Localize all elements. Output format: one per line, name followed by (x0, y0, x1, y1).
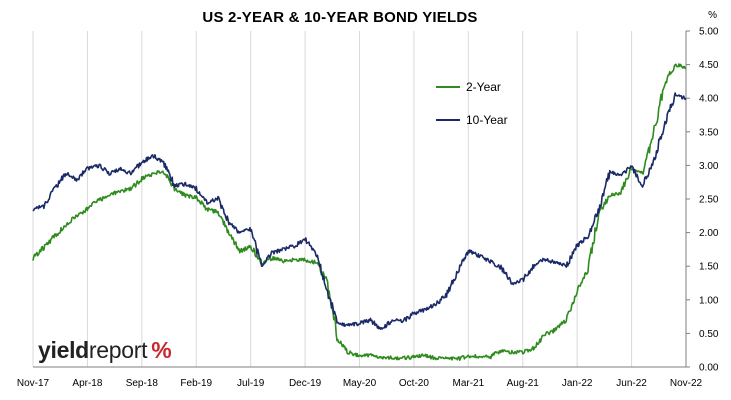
series-line-10-year (32, 92, 687, 330)
y-tick-label: 3.50 (699, 127, 719, 138)
x-tick-labels: Nov-17 Apr-18 Sep-18 Feb-19 Jul-19 Dec-19 May-… (17, 378, 703, 389)
y-tick-label: 3.00 (699, 161, 719, 172)
x-tick-label: Nov-17 (17, 378, 50, 389)
x-tick-label: Nov-22 (670, 378, 703, 389)
chart-title: US 2-YEAR & 10-YEAR BOND YIELDS (202, 9, 478, 26)
x-tick-label: Jun-22 (616, 378, 647, 389)
x-tick-label: May-20 (343, 378, 377, 389)
y-tick-label: 2.00 (699, 228, 719, 239)
x-tick-label: Apr-18 (72, 378, 102, 389)
x-tick-label: Aug-21 (507, 378, 540, 389)
y-tick-label: 4.50 (699, 60, 719, 71)
series-line-2-year (32, 63, 687, 362)
legend-label: 10-Year (466, 113, 508, 127)
grid-lines (32, 31, 687, 367)
x-tick-label: Mar-21 (452, 378, 484, 389)
y-tick-label: 2.50 (699, 195, 719, 206)
x-tick-label: Oct-20 (399, 378, 429, 389)
x-tick-label: Feb-19 (180, 378, 212, 389)
yieldreport-logo: yieldreport% (38, 337, 172, 363)
y-tick-label: 0.00 (699, 363, 719, 374)
y-axis-unit: % (708, 10, 717, 21)
y-tick-label: 1.00 (699, 295, 719, 306)
series-lines (32, 63, 687, 362)
x-tick-label: Dec-19 (289, 378, 322, 389)
legend: 2-Year 10-Year (436, 80, 508, 127)
y-tick-label: 5.00 (699, 27, 719, 38)
y-tick-label: 0.50 (699, 329, 719, 340)
x-tick-label: Jan-22 (562, 378, 593, 389)
x-tick-label: Jul-19 (237, 378, 265, 389)
y-tick-label: 4.00 (699, 94, 719, 105)
legend-label: 2-Year (466, 80, 501, 94)
y-tick-label: 1.50 (699, 262, 719, 273)
x-tick-label: Sep-18 (126, 378, 159, 389)
y-tick-labels: 0.00 0.50 1.00 1.50 2.00 2.50 3.00 3.50 4.00 4.50… (686, 27, 719, 374)
